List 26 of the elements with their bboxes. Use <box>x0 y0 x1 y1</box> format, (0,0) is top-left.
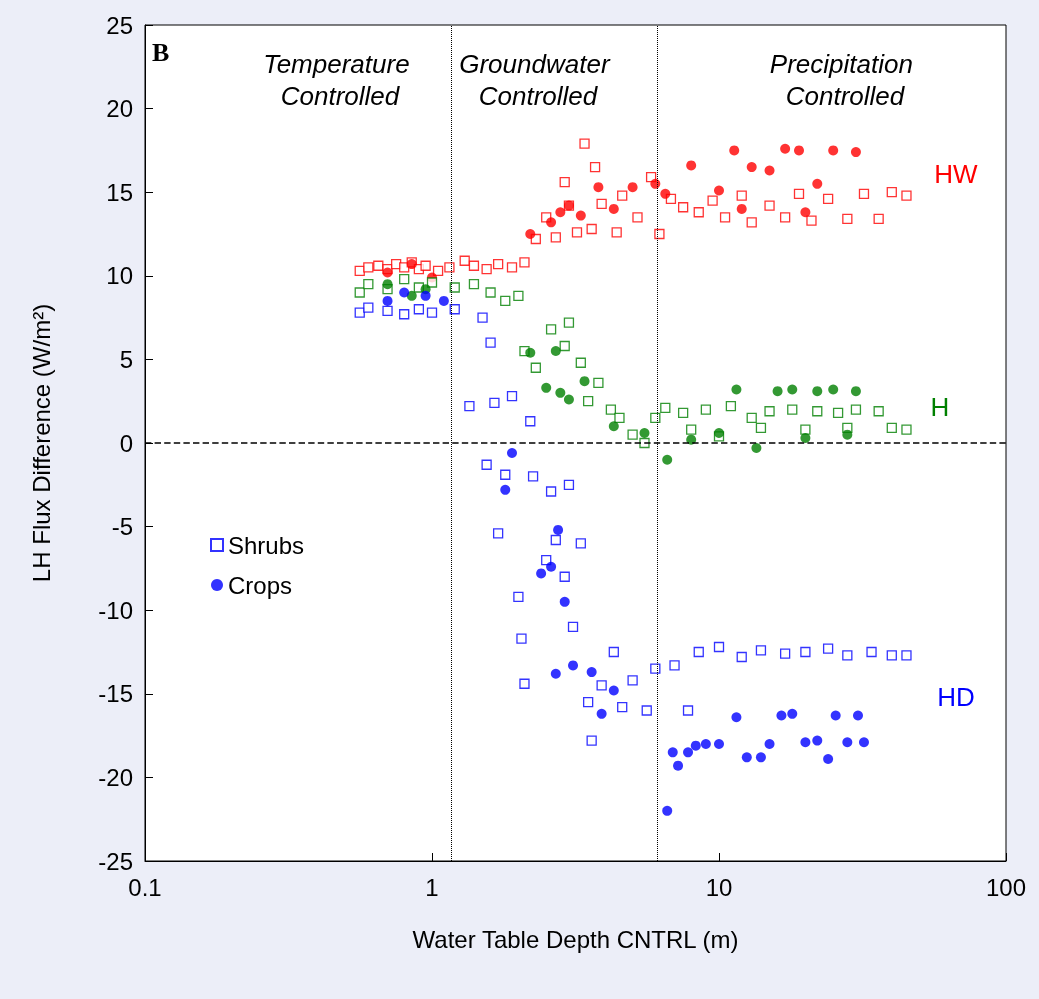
y-tick-label: 25 <box>106 11 133 39</box>
y-tick-label: 0 <box>119 429 133 457</box>
x-tick-label: 10 <box>705 873 733 901</box>
legend-label: Shrubs <box>228 531 305 559</box>
annotation: HW <box>934 159 979 189</box>
y-axis-title: LH Flux Difference (W/m²) <box>27 303 55 583</box>
annotation: HD <box>937 682 975 712</box>
x-tick-label: 1 <box>425 873 439 901</box>
x-axis-title: Water Table Depth CNTRL (m) <box>412 925 739 953</box>
annotation: B <box>152 37 170 67</box>
y-tick-label: -15 <box>98 680 133 708</box>
x-tick-label: 0.1 <box>128 873 162 901</box>
y-tick-label: -20 <box>98 763 133 791</box>
legend-label: Crops <box>228 571 293 599</box>
y-tick-label: -10 <box>98 596 133 624</box>
annotation: H <box>930 392 950 422</box>
x-tick-label: 100 <box>985 873 1027 901</box>
y-tick-label: 20 <box>106 95 133 123</box>
y-tick-label: 15 <box>106 178 133 206</box>
annotation: Groundwater Controlled <box>459 49 617 111</box>
annotation: Temperature Controlled <box>263 49 417 111</box>
y-tick-label: 10 <box>106 262 133 290</box>
y-tick-label: -5 <box>111 513 133 541</box>
y-tick-label: -25 <box>98 847 133 875</box>
annotation: Precipitation Controlled <box>769 49 921 111</box>
y-tick-label: 5 <box>119 345 133 373</box>
